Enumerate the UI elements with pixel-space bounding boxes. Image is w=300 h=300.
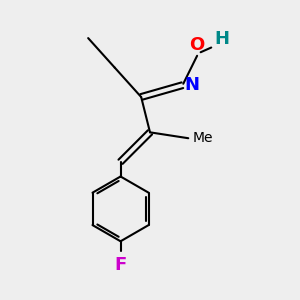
Text: F: F <box>114 256 127 274</box>
Text: H: H <box>215 30 230 48</box>
Text: N: N <box>185 76 200 94</box>
Text: Me: Me <box>193 131 213 145</box>
Text: O: O <box>190 36 205 54</box>
